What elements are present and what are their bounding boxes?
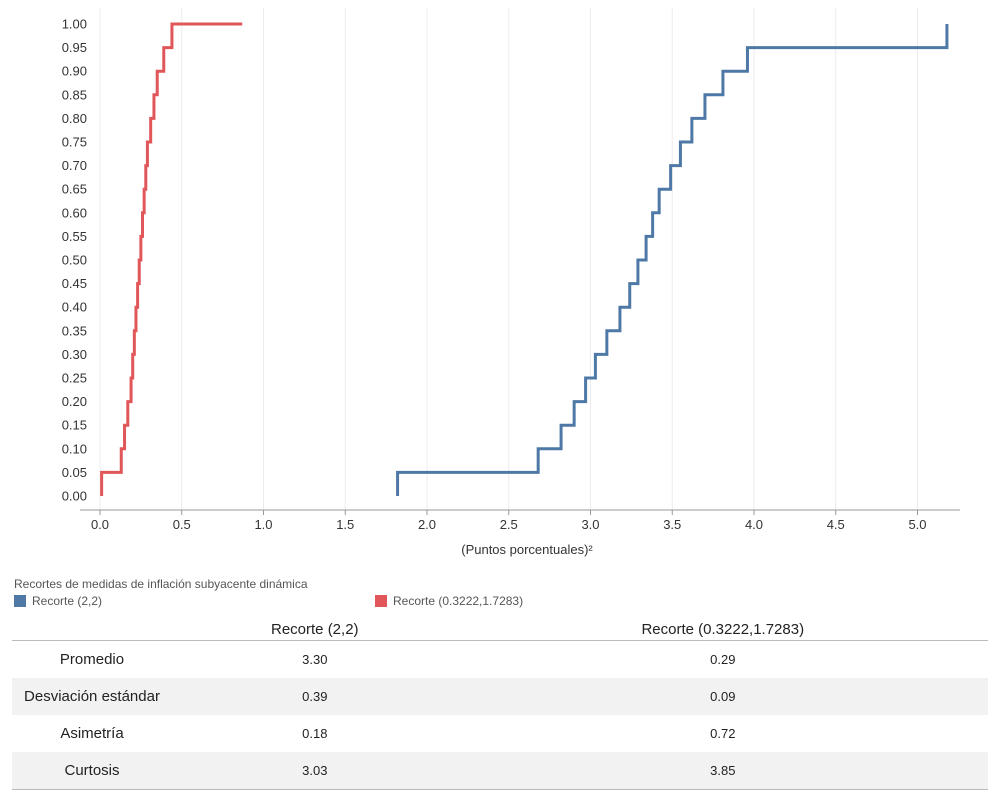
table-header-row: Recorte (2,2) Recorte (0.3222,1.7283) [12, 618, 988, 641]
table-row: Promedio 3.30 0.29 [12, 641, 988, 679]
y-tick-label: 0.65 [62, 182, 87, 197]
y-tick-label: 0.90 [62, 64, 87, 79]
series-line-recorte-0-3222 [100, 22, 243, 496]
table-header-recorte-0-3222: Recorte (0.3222,1.7283) [457, 618, 988, 641]
x-tick-label: 4.5 [827, 517, 845, 532]
cell-value: 0.18 [302, 726, 328, 741]
row-label: Promedio [59, 651, 125, 668]
y-tick-label: 0.15 [62, 418, 87, 433]
legend-label: Recorte (0.3222,1.7283) [393, 594, 524, 608]
cell-value: 3.85 [457, 752, 988, 790]
cell-value: 3.30 [302, 652, 328, 667]
table-header-recorte-2-2: Recorte (2,2) [172, 618, 458, 641]
y-tick-label: 0.85 [62, 87, 87, 102]
cell-value: 0.39 [172, 678, 458, 715]
row-label: Curtosis [12, 752, 172, 790]
y-tick-label: 0.35 [62, 323, 87, 338]
x-tick-label: 1.0 [254, 517, 272, 532]
cell-value: 0.29 [710, 652, 736, 667]
y-tick-label: 0.75 [62, 135, 87, 150]
legend-swatch-red [375, 595, 387, 607]
statistics-table: Recorte (2,2) Recorte (0.3222,1.7283) Pr… [12, 618, 988, 790]
y-tick-label: 0.45 [62, 276, 87, 291]
ecdf-chart: 0.0 0.5 1.0 1.5 2.0 2.5 3.0 3.5 4.0 4.5 5.0 0.00 0.0… [62, 8, 960, 557]
legend-item-recorte-0-3222[interactable]: Recorte (0.3222,1.7283) [375, 594, 523, 608]
y-tick-label: 1.00 [62, 17, 87, 32]
x-axis-title: (Puntos porcentuales)² [461, 542, 593, 557]
legend-swatch-blue [14, 595, 26, 607]
series-lines [100, 22, 949, 496]
table-header-empty [12, 618, 172, 641]
y-tick-label: 0.30 [62, 347, 87, 362]
legend-label: Recorte (2,2) [32, 594, 103, 608]
x-tick-label: 1.5 [336, 517, 354, 532]
y-tick-label: 0.20 [62, 394, 87, 409]
legend-item-recorte-2-2[interactable]: Recorte (2,2) [14, 594, 102, 608]
y-tick-label: 0.80 [62, 111, 87, 126]
y-tick-label: 0.05 [62, 465, 87, 480]
cell-value: 3.03 [172, 752, 458, 790]
y-tick-label: 0.00 [62, 489, 87, 504]
legend-title: Recortes de medidas de inflación subyace… [14, 577, 308, 591]
y-tick-label: 0.95 [62, 40, 87, 55]
x-tick-label: 0.5 [173, 517, 191, 532]
table-row: Desviación estándar 0.39 0.09 [12, 678, 988, 715]
table-row: Asimetría 0.18 0.72 [12, 715, 988, 752]
row-label: Desviación estándar [12, 678, 172, 715]
series-line-recorte-2-2 [396, 24, 949, 496]
y-tick-label: 0.55 [62, 229, 87, 244]
axes: 0.0 0.5 1.0 1.5 2.0 2.5 3.0 3.5 4.0 4.5 5.0 0.00 0.0… [62, 17, 960, 532]
x-tick-label: 2.5 [500, 517, 518, 532]
cell-value: 0.72 [710, 726, 736, 741]
gridlines [99, 8, 918, 510]
y-tick-label: 0.40 [62, 300, 87, 315]
y-tick-label: 0.60 [62, 205, 87, 220]
table-row: Curtosis 3.03 3.85 [12, 752, 988, 790]
y-tick-label: 0.50 [62, 253, 87, 268]
legend: Recortes de medidas de inflación subyace… [14, 577, 994, 608]
x-tick-label: 2.0 [418, 517, 436, 532]
y-tick-label: 0.70 [62, 158, 87, 173]
x-tick-label: 5.0 [908, 517, 926, 532]
y-tick-label: 0.10 [62, 441, 87, 456]
x-tick-label: 3.0 [581, 517, 599, 532]
y-tick-label: 0.25 [62, 371, 87, 386]
x-tick-label: 3.5 [663, 517, 681, 532]
x-tick-label: 0.0 [91, 517, 109, 532]
row-label: Asimetría [60, 725, 124, 742]
x-tick-label: 4.0 [745, 517, 763, 532]
cell-value: 0.09 [457, 678, 988, 715]
